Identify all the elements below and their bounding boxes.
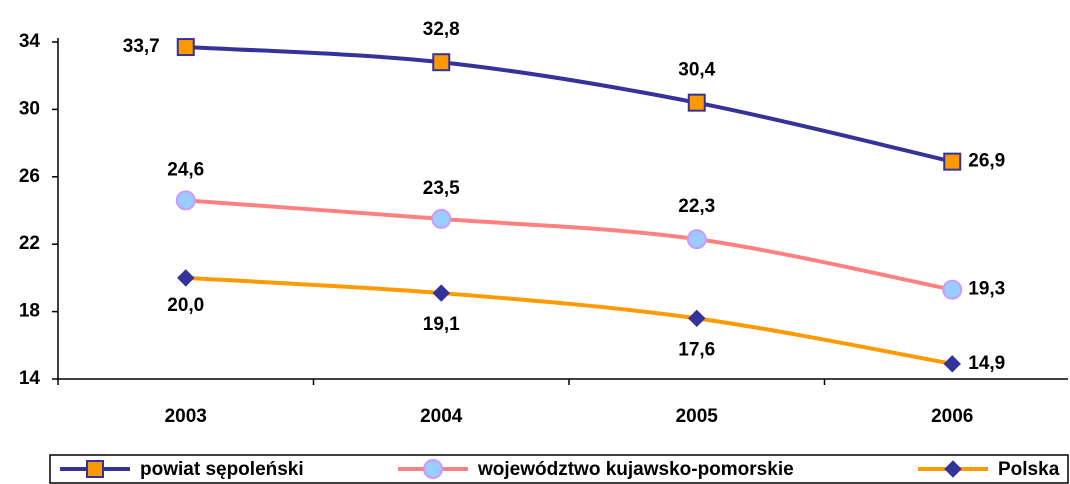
data-label: 22,3	[678, 196, 715, 217]
series-line	[185, 275, 953, 366]
point	[942, 279, 963, 300]
x-tick-label: 2005	[676, 406, 719, 427]
data-label: 26,9	[968, 151, 1005, 172]
data-label: 30,4	[678, 60, 715, 81]
data-label: 24,6	[167, 159, 204, 180]
x-tick-label: 2004	[420, 406, 463, 427]
y-tick-label: 22	[19, 233, 40, 254]
data-label: 14,9	[968, 353, 1005, 374]
legend-label: Polska	[998, 459, 1060, 480]
legend-marker	[423, 459, 443, 479]
point	[431, 208, 452, 229]
point	[943, 355, 961, 373]
point	[176, 38, 195, 57]
point	[688, 309, 706, 328]
legend-marker	[944, 460, 962, 478]
x-tick-label: 2003	[165, 406, 207, 427]
series-line	[185, 198, 953, 292]
y-tick-label: 26	[19, 166, 40, 187]
data-label: 32,8	[423, 19, 460, 40]
data-label: 33,7	[123, 36, 160, 57]
y-tick-label: 34	[19, 31, 41, 52]
legend-label: powiat sępoleński	[140, 459, 304, 480]
x-tick-label: 2006	[931, 406, 973, 427]
point	[687, 93, 706, 112]
series-line	[185, 45, 953, 164]
legend-marker	[86, 460, 104, 478]
point	[686, 229, 707, 250]
y-tick-label: 30	[19, 98, 40, 119]
legend-box	[49, 454, 1069, 484]
data-label: 17,6	[678, 339, 715, 360]
y-tick-label: 18	[19, 301, 40, 322]
legend-label: województwo kujawsko-pomorskie	[477, 459, 794, 480]
data-label: 20,0	[167, 295, 204, 316]
point	[177, 269, 195, 287]
data-label: 19,1	[423, 314, 460, 335]
point	[943, 152, 962, 171]
point	[175, 190, 196, 211]
point	[432, 53, 451, 72]
data-label: 19,3	[968, 279, 1005, 300]
data-label: 23,5	[423, 178, 460, 199]
y-tick-label: 14	[19, 368, 41, 389]
point	[432, 284, 450, 302]
